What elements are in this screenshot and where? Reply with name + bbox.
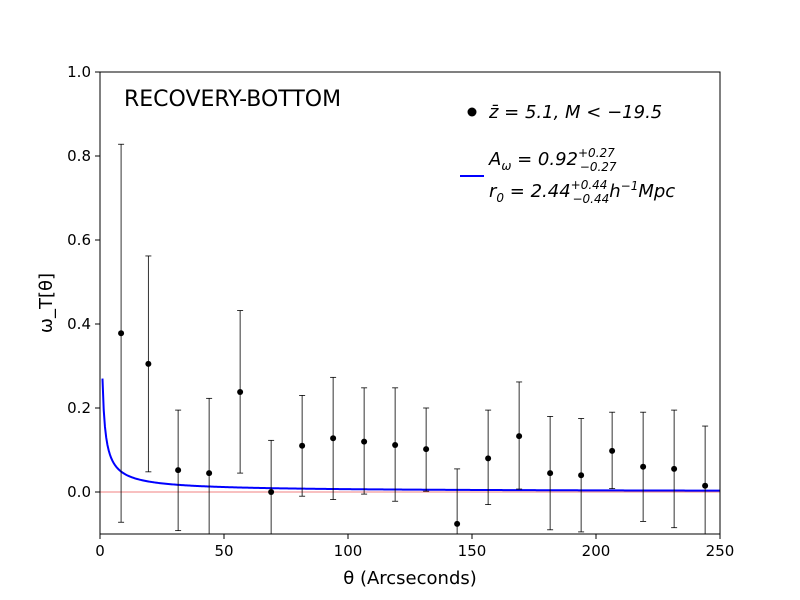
x-tick-label: 250 [706,542,735,560]
fit-curve [101,378,720,492]
legend-label-fit-r0: r0 = 2.44+0.44 −0.44h−1Mpc [489,178,675,206]
data-point-group [361,387,368,495]
data-point [118,330,125,337]
x-tick-label: 50 [214,542,233,560]
data-point-group [485,409,492,506]
data-point [609,447,616,454]
plot-area [100,72,720,534]
data-point-group [237,310,244,474]
data-point-group [516,381,523,490]
x-tick-label: 0 [95,542,105,560]
data-point-group [330,376,337,500]
legend-label-fit-amplitude: Aω = 0.92+0.27 −0.27 [488,146,617,174]
legend-label-points: z̄ = 5.1, M < −19.5 [488,102,662,123]
data-point-group [392,387,399,502]
data-point [578,472,585,479]
data-point [640,463,647,470]
data-point [516,433,523,440]
x-tick-label: 100 [334,542,363,560]
data-point [206,470,213,477]
data-point-group [578,418,585,533]
x-tick-label: 150 [458,542,487,560]
data-point [423,446,430,453]
y-tick-label: 0.6 [67,231,91,249]
plot-frame [99,71,721,535]
data-point [268,489,275,495]
data-point-group [145,255,152,473]
data-point [145,360,152,367]
data-point [299,442,306,449]
data-point [175,467,182,474]
data-point [485,455,492,462]
data-point [361,438,368,445]
data-point-group [118,143,125,523]
data-point [392,441,399,448]
data-point-group [609,411,616,490]
data-point-group [671,409,678,529]
data-point-group [423,407,430,492]
data-point-group [547,415,554,531]
y-tick-label: 0.8 [67,147,91,165]
y-tick-label: 0.2 [67,399,91,417]
data-point [671,465,678,472]
y-tick-label: 0.0 [67,483,91,501]
data-point [454,520,461,527]
data-point-group [175,409,182,532]
x-axis-label: θ (Arcseconds) [343,568,477,589]
data-point-group [299,394,306,497]
data-point-group [640,411,647,522]
data-point [330,435,337,442]
y-tick-label: 0.4 [67,315,91,333]
data-point [237,389,244,396]
y-axis-label: ω_T[θ] [36,273,57,333]
data-point-group [268,439,275,535]
data-point [702,482,709,489]
chart-title: RECOVERY-BOTTOM [124,87,341,112]
legend: z̄ = 5.1, M < −19.5 Aω = 0.92+0.27 −0.27 … [460,102,675,206]
data-point [547,470,554,477]
y-tick-label: 1.0 [67,63,91,81]
x-tick-label: 200 [582,542,611,560]
legend-marker-points [467,107,477,117]
